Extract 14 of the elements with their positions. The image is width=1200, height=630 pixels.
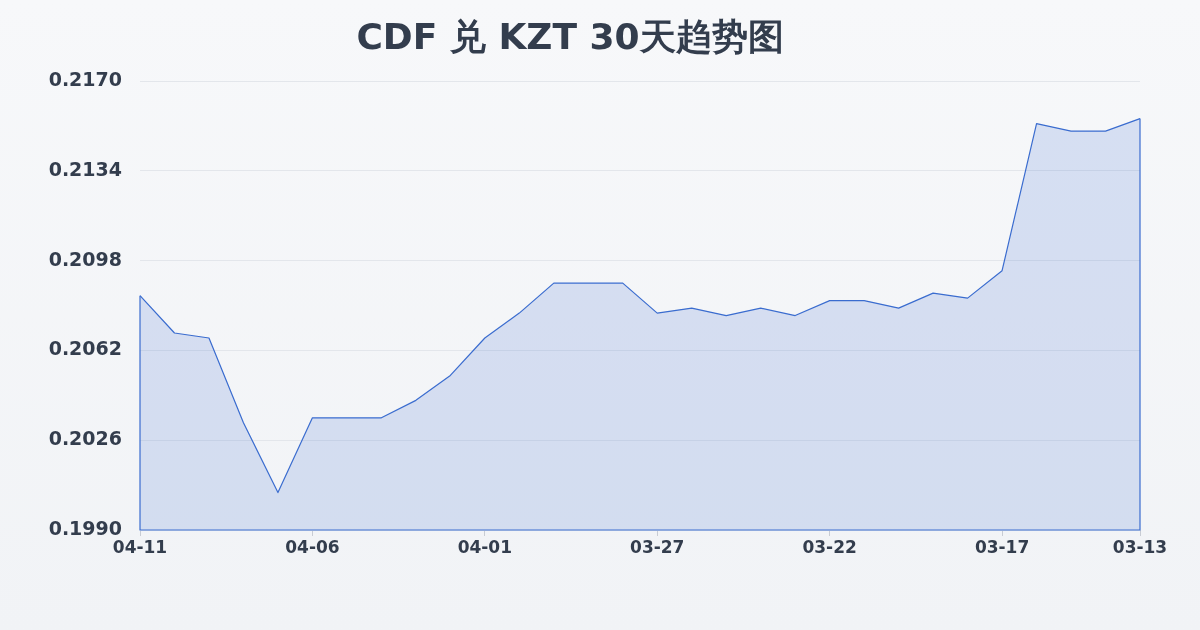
chart-title: CDF 兑 KZT 30天趋势图 [356,15,784,57]
x-tick-label: 03-27 [630,536,685,557]
y-tick-label: 0.2170 [48,68,122,91]
x-tick-label: 04-06 [285,536,340,557]
x-tick-label: 04-01 [457,536,513,557]
y-tick-label: 0.2062 [48,337,122,360]
x-tick-label: 03-13 [1112,536,1168,557]
x-tick-label: 03-22 [802,536,857,557]
y-tick-label: 0.2134 [48,157,122,180]
y-tick-label: 0.2098 [48,247,122,270]
x-tick-label: 03-17 [974,536,1030,557]
y-tick-label: 0.1990 [48,516,122,539]
x-tick-label: 04-11 [112,536,168,557]
y-tick-label: 0.2026 [48,427,122,450]
